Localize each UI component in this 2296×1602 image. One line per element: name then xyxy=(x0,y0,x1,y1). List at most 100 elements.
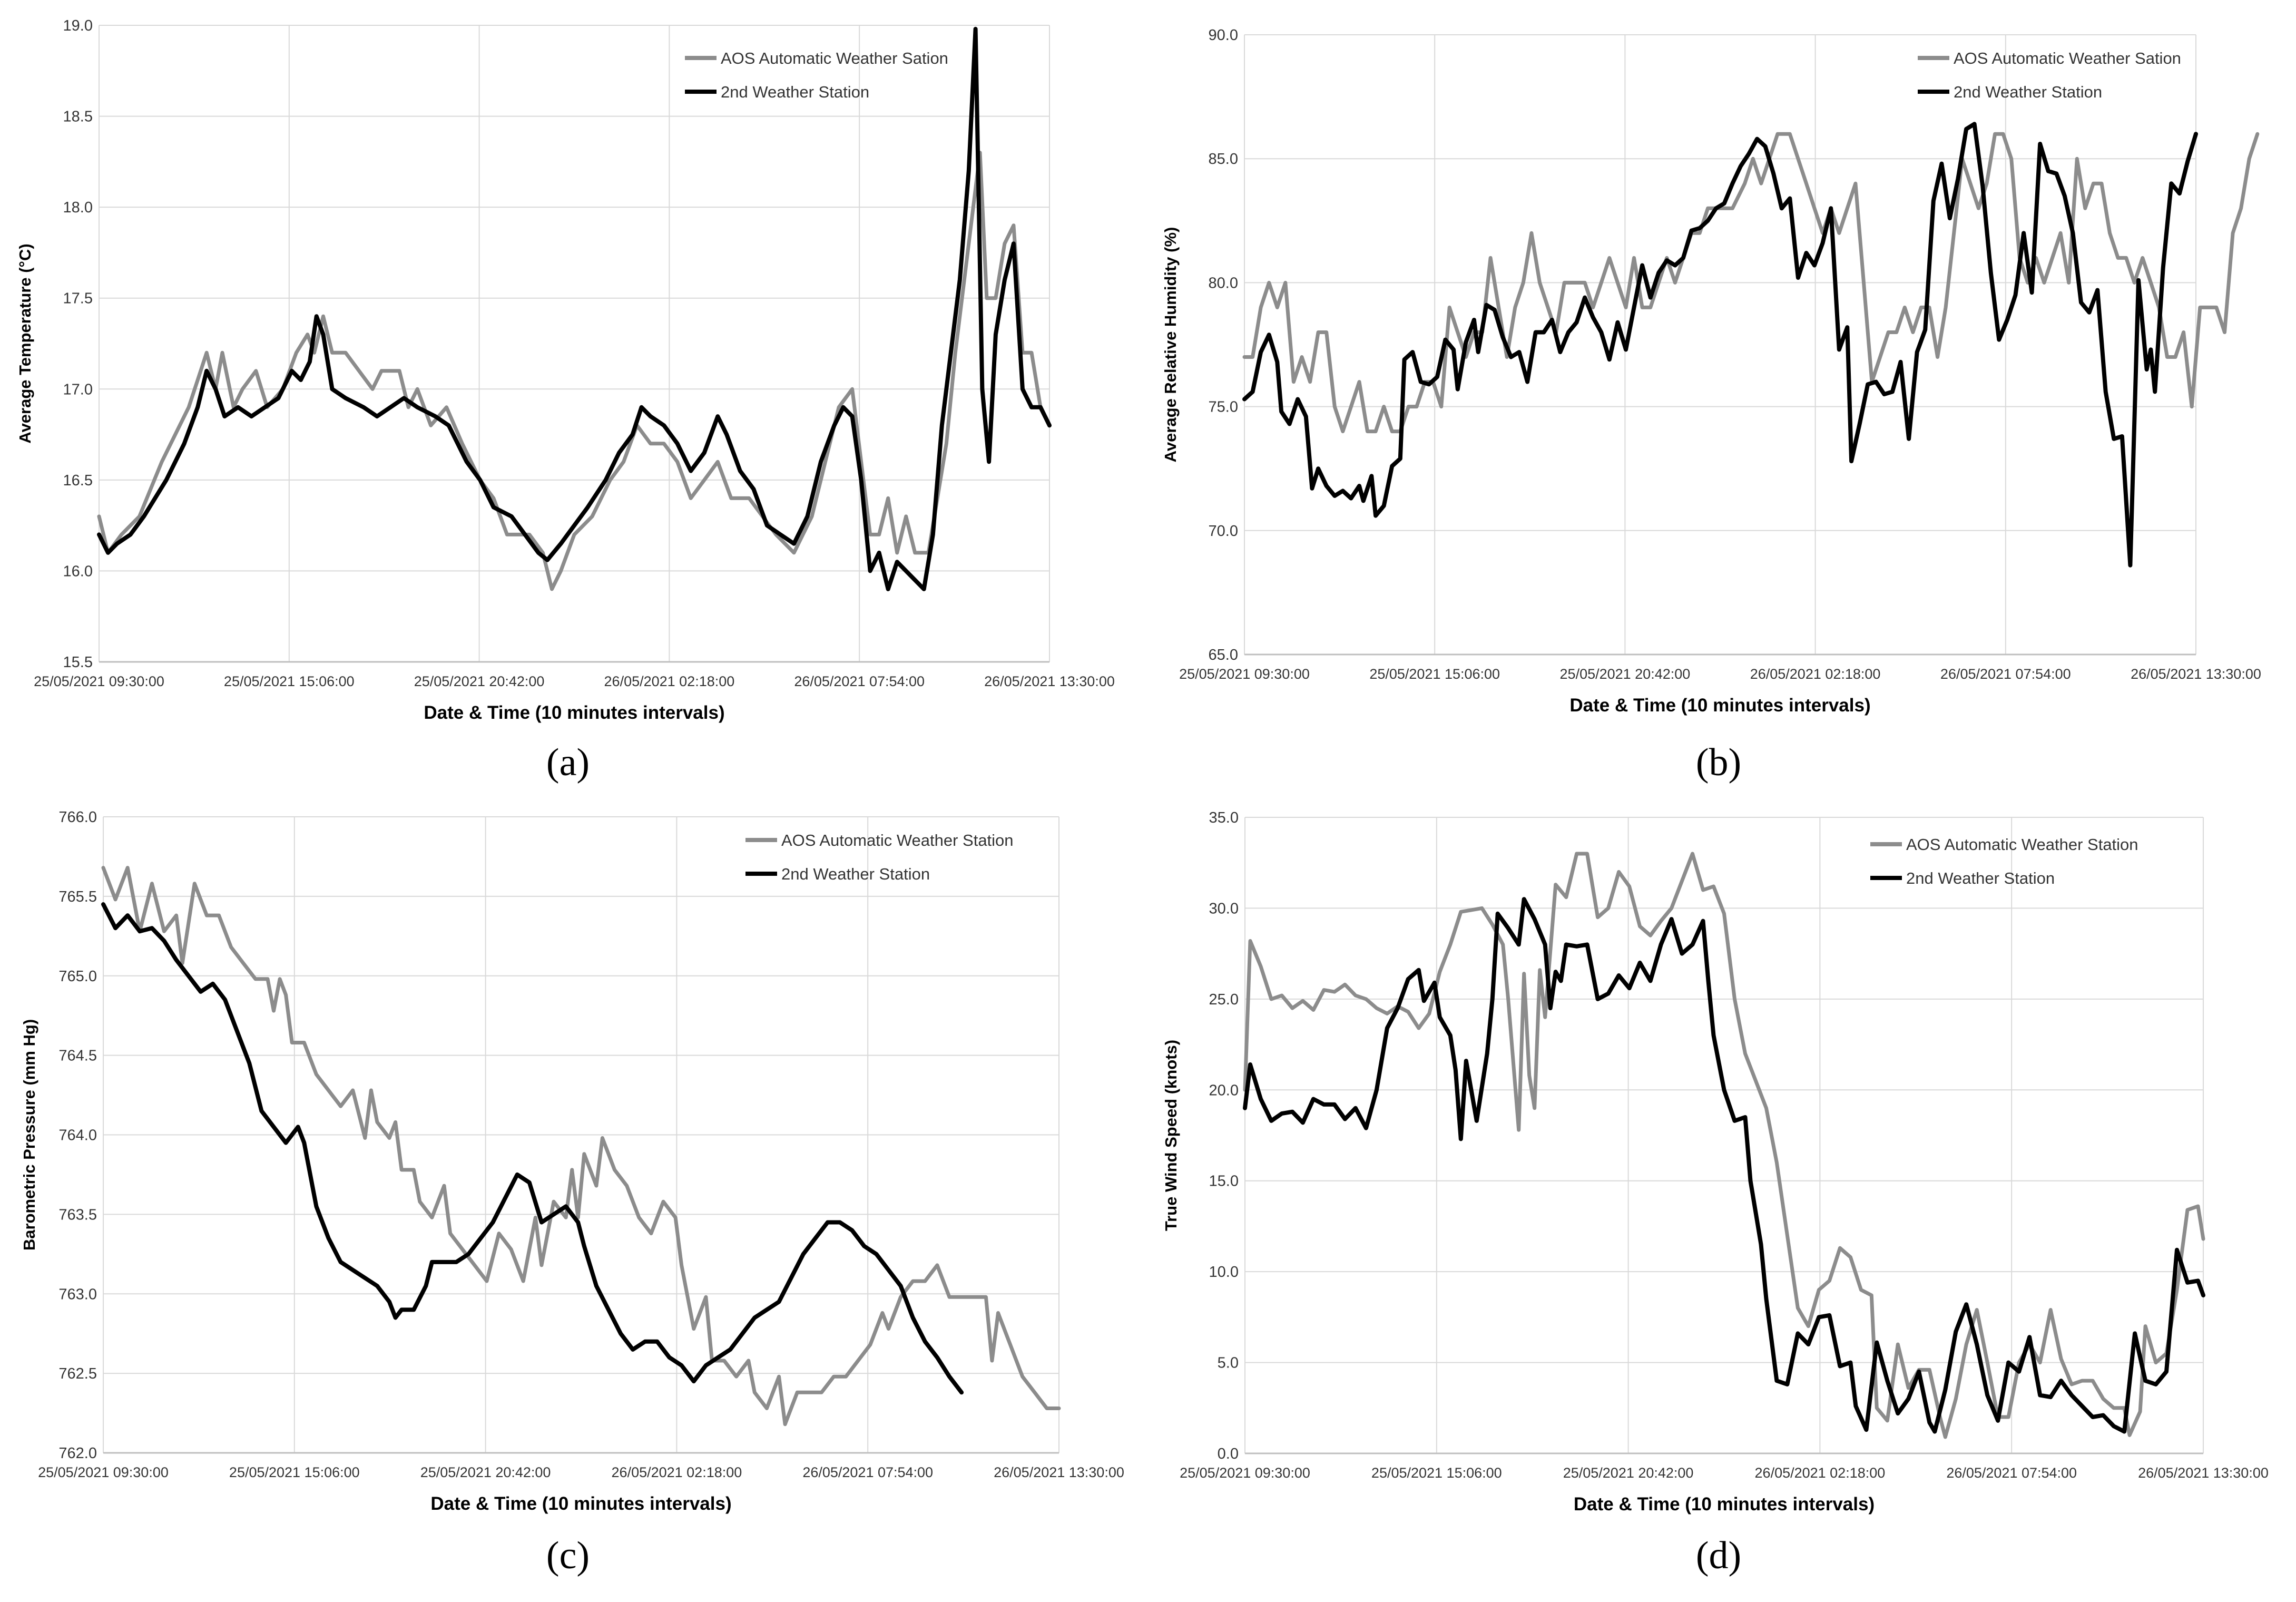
panel-c-legend: AOS Automatic Weather Station 2nd Weathe… xyxy=(745,831,1014,883)
x-tick-label: 26/05/2021 07:54:00 xyxy=(1946,1465,2077,1481)
x-tick-label: 25/05/2021 09:30:00 xyxy=(1180,1465,1310,1481)
legend-label-aos: AOS Automatic Weather Sation xyxy=(721,49,948,67)
panel-a-y-tick-labels: 15.5 16.0 16.5 17.0 17.5 18.0 18.5 19.0 xyxy=(63,17,93,671)
panel-a-temperature-chart: 15.5 16.0 16.5 17.0 17.5 18.0 18.5 19.0 25/05/2… xyxy=(16,17,1115,723)
series-line-2nd-station xyxy=(101,902,964,1395)
x-tick-label: 26/05/2021 02:18:00 xyxy=(1755,1465,1886,1481)
panel-b-y-tick-labels: 65.0 70.0 75.0 80.0 85.0 90.0 xyxy=(1209,27,1238,663)
panel-b-legend: AOS Automatic Weather Sation 2nd Weather… xyxy=(1918,49,2181,101)
panel-d-y-axis-title: True Wind Speed (knots) xyxy=(1162,1040,1180,1231)
y-tick-label: 762.0 xyxy=(58,1445,97,1462)
panel-c-gridlines xyxy=(103,816,1059,1453)
panel-b-x-tick-labels: 25/05/2021 09:30:00 25/05/2021 15:06:00 25… xyxy=(1179,666,2261,682)
panel-d-x-axis-title: Date & Time (10 minutes intervals) xyxy=(1574,1494,1875,1515)
y-tick-label: 18.0 xyxy=(63,199,93,216)
legend-label-2nd-station: 2nd Weather Station xyxy=(721,83,869,101)
y-tick-label: 10.0 xyxy=(1209,1264,1239,1281)
panel-label-d: (d) xyxy=(1695,1534,1742,1577)
panel-c-x-tick-labels: 25/05/2021 09:30:00 25/05/2021 15:06:00 25… xyxy=(38,1464,1124,1480)
panel-c-series-lines xyxy=(101,866,1061,1427)
y-tick-label: 763.0 xyxy=(58,1286,97,1303)
x-tick-label: 25/05/2021 09:30:00 xyxy=(38,1464,169,1480)
y-tick-label: 16.0 xyxy=(63,563,93,580)
y-tick-label: 20.0 xyxy=(1209,1082,1239,1099)
panel-d-y-tick-labels: 0.0 5.0 10.0 15.0 20.0 25.0 30.0 35.0 xyxy=(1209,809,1239,1462)
y-tick-label: 766.0 xyxy=(58,809,97,826)
y-tick-label: 17.0 xyxy=(63,381,93,398)
series-line-2nd-station xyxy=(1242,122,2198,568)
panel-a-x-axis-title: Date & Time (10 minutes intervals) xyxy=(424,702,724,723)
y-tick-label: 35.0 xyxy=(1209,809,1239,826)
y-tick-label: 75.0 xyxy=(1209,399,1238,416)
x-tick-label: 26/05/2021 07:54:00 xyxy=(794,673,925,689)
x-tick-label: 26/05/2021 02:18:00 xyxy=(612,1464,742,1480)
panel-b-gridlines xyxy=(1244,34,2196,655)
x-tick-label: 26/05/2021 02:18:00 xyxy=(1750,666,1881,682)
panel-a-y-axis-title: Average Temperature (°C) xyxy=(16,243,34,443)
series-line-aos xyxy=(101,866,1061,1427)
x-tick-label: 25/05/2021 15:06:00 xyxy=(1371,1465,1502,1481)
series-line-2nd-station xyxy=(97,26,1052,591)
x-tick-label: 25/05/2021 20:42:00 xyxy=(1563,1465,1694,1481)
x-tick-label: 25/05/2021 20:42:00 xyxy=(1560,666,1691,682)
y-tick-label: 15.5 xyxy=(63,654,93,671)
series-line-aos xyxy=(1242,132,2260,434)
y-tick-label: 765.5 xyxy=(58,888,97,905)
y-tick-label: 17.5 xyxy=(63,290,93,307)
y-tick-label: 762.5 xyxy=(58,1365,97,1382)
legend-label-2nd-station: 2nd Weather Station xyxy=(1954,83,2102,101)
y-tick-label: 70.0 xyxy=(1209,523,1238,540)
y-tick-label: 65.0 xyxy=(1209,647,1238,663)
y-tick-label: 16.5 xyxy=(63,472,93,489)
x-tick-label: 25/05/2021 09:30:00 xyxy=(34,673,164,689)
x-tick-label: 25/05/2021 15:06:00 xyxy=(1369,666,1500,682)
panel-d-x-tick-labels: 25/05/2021 09:30:00 25/05/2021 15:06:00 25… xyxy=(1180,1465,2269,1481)
y-tick-label: 85.0 xyxy=(1209,151,1238,168)
x-tick-label: 26/05/2021 07:54:00 xyxy=(802,1464,933,1480)
panel-d-series-lines xyxy=(1243,852,2205,1439)
y-tick-label: 90.0 xyxy=(1209,27,1238,44)
panel-a-gridlines xyxy=(99,25,1050,662)
x-tick-label: 25/05/2021 15:06:00 xyxy=(229,1464,360,1480)
x-tick-label: 25/05/2021 20:42:00 xyxy=(420,1464,551,1480)
panel-c-x-axis-title: Date & Time (10 minutes intervals) xyxy=(430,1493,731,1514)
legend-label-2nd-station: 2nd Weather Station xyxy=(781,865,930,883)
x-tick-label: 26/05/2021 02:18:00 xyxy=(604,673,735,689)
series-line-aos xyxy=(1243,852,2205,1439)
legend-label-2nd-station: 2nd Weather Station xyxy=(1906,869,2055,887)
legend-label-aos: AOS Automatic Weather Sation xyxy=(1954,49,2181,67)
panel-label-c: (c) xyxy=(546,1534,590,1577)
panel-a-series-lines xyxy=(97,26,1052,591)
panel-c-y-tick-labels: 762.0 762.5 763.0 763.5 764.0 764.5 765.0 765.5… xyxy=(58,809,97,1462)
x-tick-label: 25/05/2021 15:06:00 xyxy=(224,673,355,689)
x-tick-label: 26/05/2021 13:30:00 xyxy=(2138,1465,2269,1481)
panel-b-x-axis-title: Date & Time (10 minutes intervals) xyxy=(1569,695,1870,716)
y-tick-label: 30.0 xyxy=(1209,900,1239,917)
y-tick-label: 764.0 xyxy=(58,1127,97,1144)
x-tick-label: 26/05/2021 07:54:00 xyxy=(1940,666,2071,682)
panel-c-pressure-chart: 762.0 762.5 763.0 763.5 764.0 764.5 765.0 765.5… xyxy=(20,809,1124,1514)
x-tick-label: 25/05/2021 09:30:00 xyxy=(1179,666,1310,682)
panel-label-b: (b) xyxy=(1695,741,1742,784)
y-tick-label: 19.0 xyxy=(63,17,93,34)
y-tick-label: 5.0 xyxy=(1218,1355,1239,1372)
legend-label-aos: AOS Automatic Weather Station xyxy=(1906,835,2138,854)
panel-b-humidity-chart: 65.0 70.0 75.0 80.0 85.0 90.0 25/05/2021 09:3… xyxy=(1161,27,2261,716)
y-tick-label: 15.0 xyxy=(1209,1173,1239,1190)
x-tick-label: 26/05/2021 13:30:00 xyxy=(994,1464,1124,1480)
x-tick-label: 25/05/2021 20:42:00 xyxy=(414,673,545,689)
y-tick-label: 763.5 xyxy=(58,1206,97,1223)
panel-b-series-lines xyxy=(1242,122,2260,568)
x-tick-label: 26/05/2021 13:30:00 xyxy=(2131,666,2261,682)
panel-c-y-axis-title: Barometric Pressure (mm Hg) xyxy=(20,1019,38,1251)
panel-a-x-tick-labels: 25/05/2021 09:30:00 25/05/2021 15:06:00 25… xyxy=(34,673,1115,689)
y-tick-label: 80.0 xyxy=(1209,275,1238,291)
panel-b-y-axis-title: Average Relative Humidity (%) xyxy=(1161,227,1180,463)
legend-label-aos: AOS Automatic Weather Station xyxy=(781,831,1014,849)
panel-d-legend: AOS Automatic Weather Station 2nd Weathe… xyxy=(1870,835,2138,887)
y-tick-label: 764.5 xyxy=(58,1048,97,1064)
y-tick-label: 0.0 xyxy=(1218,1445,1239,1462)
y-tick-label: 18.5 xyxy=(63,109,93,125)
y-tick-label: 765.0 xyxy=(58,968,97,985)
